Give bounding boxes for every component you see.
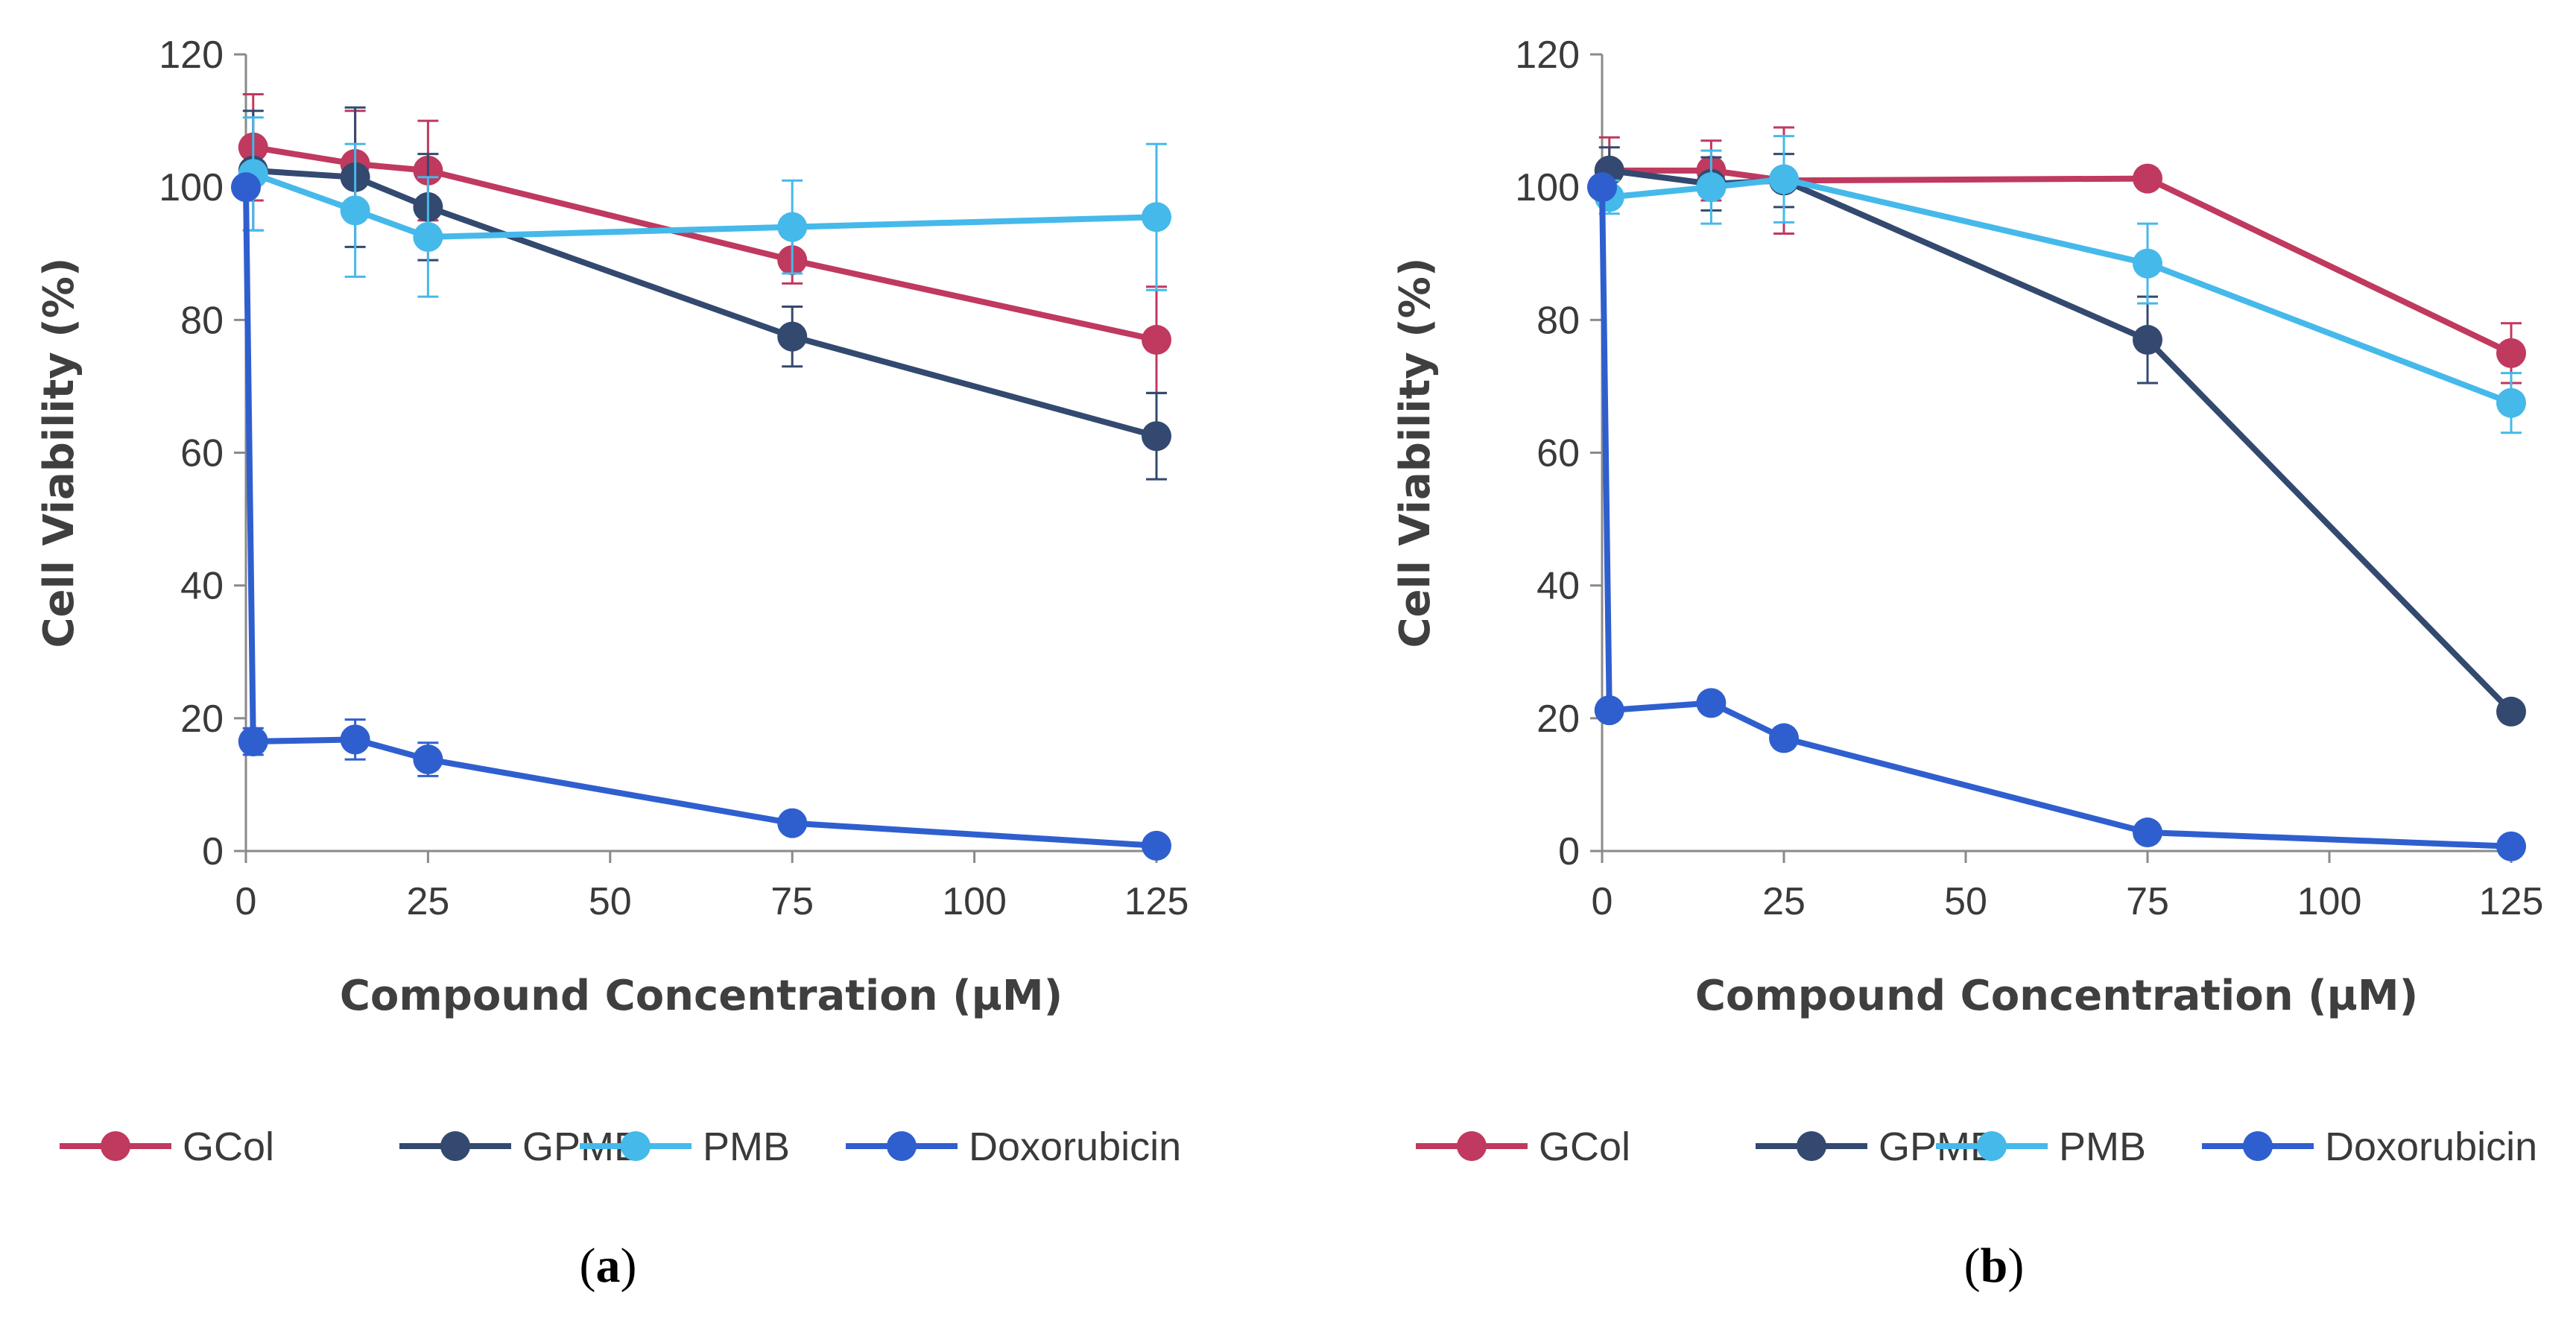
- data-point-gpmb: [1142, 421, 1171, 452]
- x-tick-label: 25: [1762, 880, 1806, 923]
- y-tick-label: 100: [1515, 166, 1580, 209]
- data-point-gpmb: [2496, 696, 2526, 727]
- legend-marker-pmb: [621, 1131, 651, 1161]
- series-line-gcol: [1606, 167, 2514, 356]
- data-point-pmb: [2496, 388, 2526, 418]
- data-point-doxorubicin: [231, 172, 261, 203]
- panel-label-close: ): [621, 1239, 637, 1293]
- x-tick-label: 50: [1944, 880, 1987, 923]
- panel-label: (b): [1964, 1239, 2025, 1293]
- y-tick-label: 60: [180, 432, 224, 475]
- data-point-doxorubicin: [1769, 723, 1799, 753]
- x-tick-label: 50: [589, 880, 632, 923]
- data-point-doxorubicin: [1594, 695, 1624, 726]
- y-axis-title: Cell Viability (%): [35, 257, 83, 648]
- legend-marker-doxorubicin: [887, 1131, 917, 1161]
- data-point-pmb: [777, 212, 808, 242]
- data-point-doxorubicin: [238, 727, 268, 757]
- x-axis-title: Compound Concentration (µM): [340, 972, 1063, 1020]
- legend-label-gcol: GCol: [1539, 1125, 1630, 1169]
- x-tick-label: 75: [2126, 880, 2169, 923]
- x-tick-label: 25: [406, 880, 449, 923]
- x-tick-label: 0: [1592, 880, 1613, 923]
- y-tick-label: 40: [1537, 565, 1580, 608]
- legend-marker-gcol: [101, 1131, 130, 1161]
- series-line-gpmb: [1606, 167, 2514, 715]
- x-tick-label: 100: [2297, 880, 2362, 923]
- data-point-pmb: [2133, 248, 2162, 279]
- legend-marker-doxorubicin: [2243, 1131, 2273, 1161]
- panel-label-letter: a: [596, 1239, 621, 1293]
- panel-label-letter: b: [1981, 1239, 2008, 1293]
- data-point-pmb: [340, 195, 370, 226]
- y-tick-label: 0: [202, 830, 224, 873]
- x-tick-label: 0: [235, 880, 257, 923]
- y-tick-label: 120: [159, 34, 224, 77]
- x-tick-label: 125: [1124, 880, 1189, 923]
- data-point-gpmb: [2133, 325, 2162, 355]
- data-point-doxorubicin: [1587, 172, 1617, 203]
- legend-label-gcol: GCol: [183, 1125, 274, 1169]
- data-point-gpmb: [777, 321, 808, 352]
- legend-marker-gpmb: [1797, 1131, 1826, 1161]
- panel-label-open: (: [580, 1239, 596, 1293]
- data-point-doxorubicin: [2133, 817, 2162, 848]
- data-point-doxorubicin: [413, 744, 443, 775]
- x-axis-title: Compound Concentration (µM): [1695, 972, 2418, 1020]
- data-point-doxorubicin: [777, 808, 808, 838]
- series-line-gpmb: [250, 167, 1159, 440]
- y-tick-label: 80: [1537, 299, 1580, 342]
- data-point-doxorubicin: [340, 724, 370, 755]
- data-point-gcol: [2133, 163, 2162, 194]
- y-tick-label: 60: [1537, 432, 1580, 475]
- data-point-doxorubicin: [2496, 831, 2526, 861]
- data-point-pmb: [1142, 202, 1171, 233]
- series-line-doxorubicin: [243, 184, 1159, 849]
- legend-label-doxorubicin: Doxorubicin: [969, 1125, 1181, 1169]
- chart-panel-b: 0 20 40 60 80 100 120 0 25 50 75 100 125 Compound Con…: [1391, 34, 2543, 1293]
- y-tick-label: 40: [180, 565, 224, 608]
- series-line-pmb: [250, 171, 1159, 240]
- y-tick-label: 120: [1515, 34, 1580, 77]
- data-point-gcol: [1142, 325, 1171, 355]
- data-point-doxorubicin: [1696, 688, 1727, 718]
- y-tick-label: 80: [180, 299, 224, 342]
- legend-label-pmb: PMB: [2059, 1125, 2146, 1169]
- legend-marker-gcol: [1457, 1131, 1487, 1161]
- series-line-doxorubicin: [1599, 184, 2514, 850]
- y-tick-label: 100: [159, 166, 224, 209]
- x-tick-label: 125: [2479, 880, 2544, 923]
- data-point-gcol: [2496, 338, 2526, 368]
- chart-panel-a: 0 20 40 60 80 100 120 0 25 50 75 100 125 Compound Con…: [35, 34, 1189, 1293]
- data-point-pmb: [1769, 164, 1799, 194]
- panel-label: (a): [580, 1239, 637, 1293]
- legend-label-doxorubicin: Doxorubicin: [2325, 1125, 2537, 1169]
- data-point-pmb: [413, 221, 443, 252]
- panel-label-open: (: [1964, 1239, 1981, 1293]
- y-tick-label: 0: [1558, 830, 1580, 873]
- y-axis-title: Cell Viability (%): [1391, 257, 1440, 648]
- legend-label-pmb: PMB: [703, 1125, 790, 1169]
- x-tick-label: 75: [770, 880, 814, 923]
- y-tick-label: 20: [1537, 698, 1580, 741]
- series-line-gcol: [250, 144, 1159, 344]
- legend-marker-gpmb: [440, 1131, 470, 1161]
- legend-marker-pmb: [1977, 1131, 2007, 1161]
- y-tick-label: 20: [180, 698, 224, 741]
- panel-label-close: ): [2007, 1239, 2024, 1293]
- data-point-doxorubicin: [1142, 830, 1171, 861]
- data-point-pmb: [1696, 172, 1727, 203]
- x-tick-label: 100: [942, 880, 1007, 923]
